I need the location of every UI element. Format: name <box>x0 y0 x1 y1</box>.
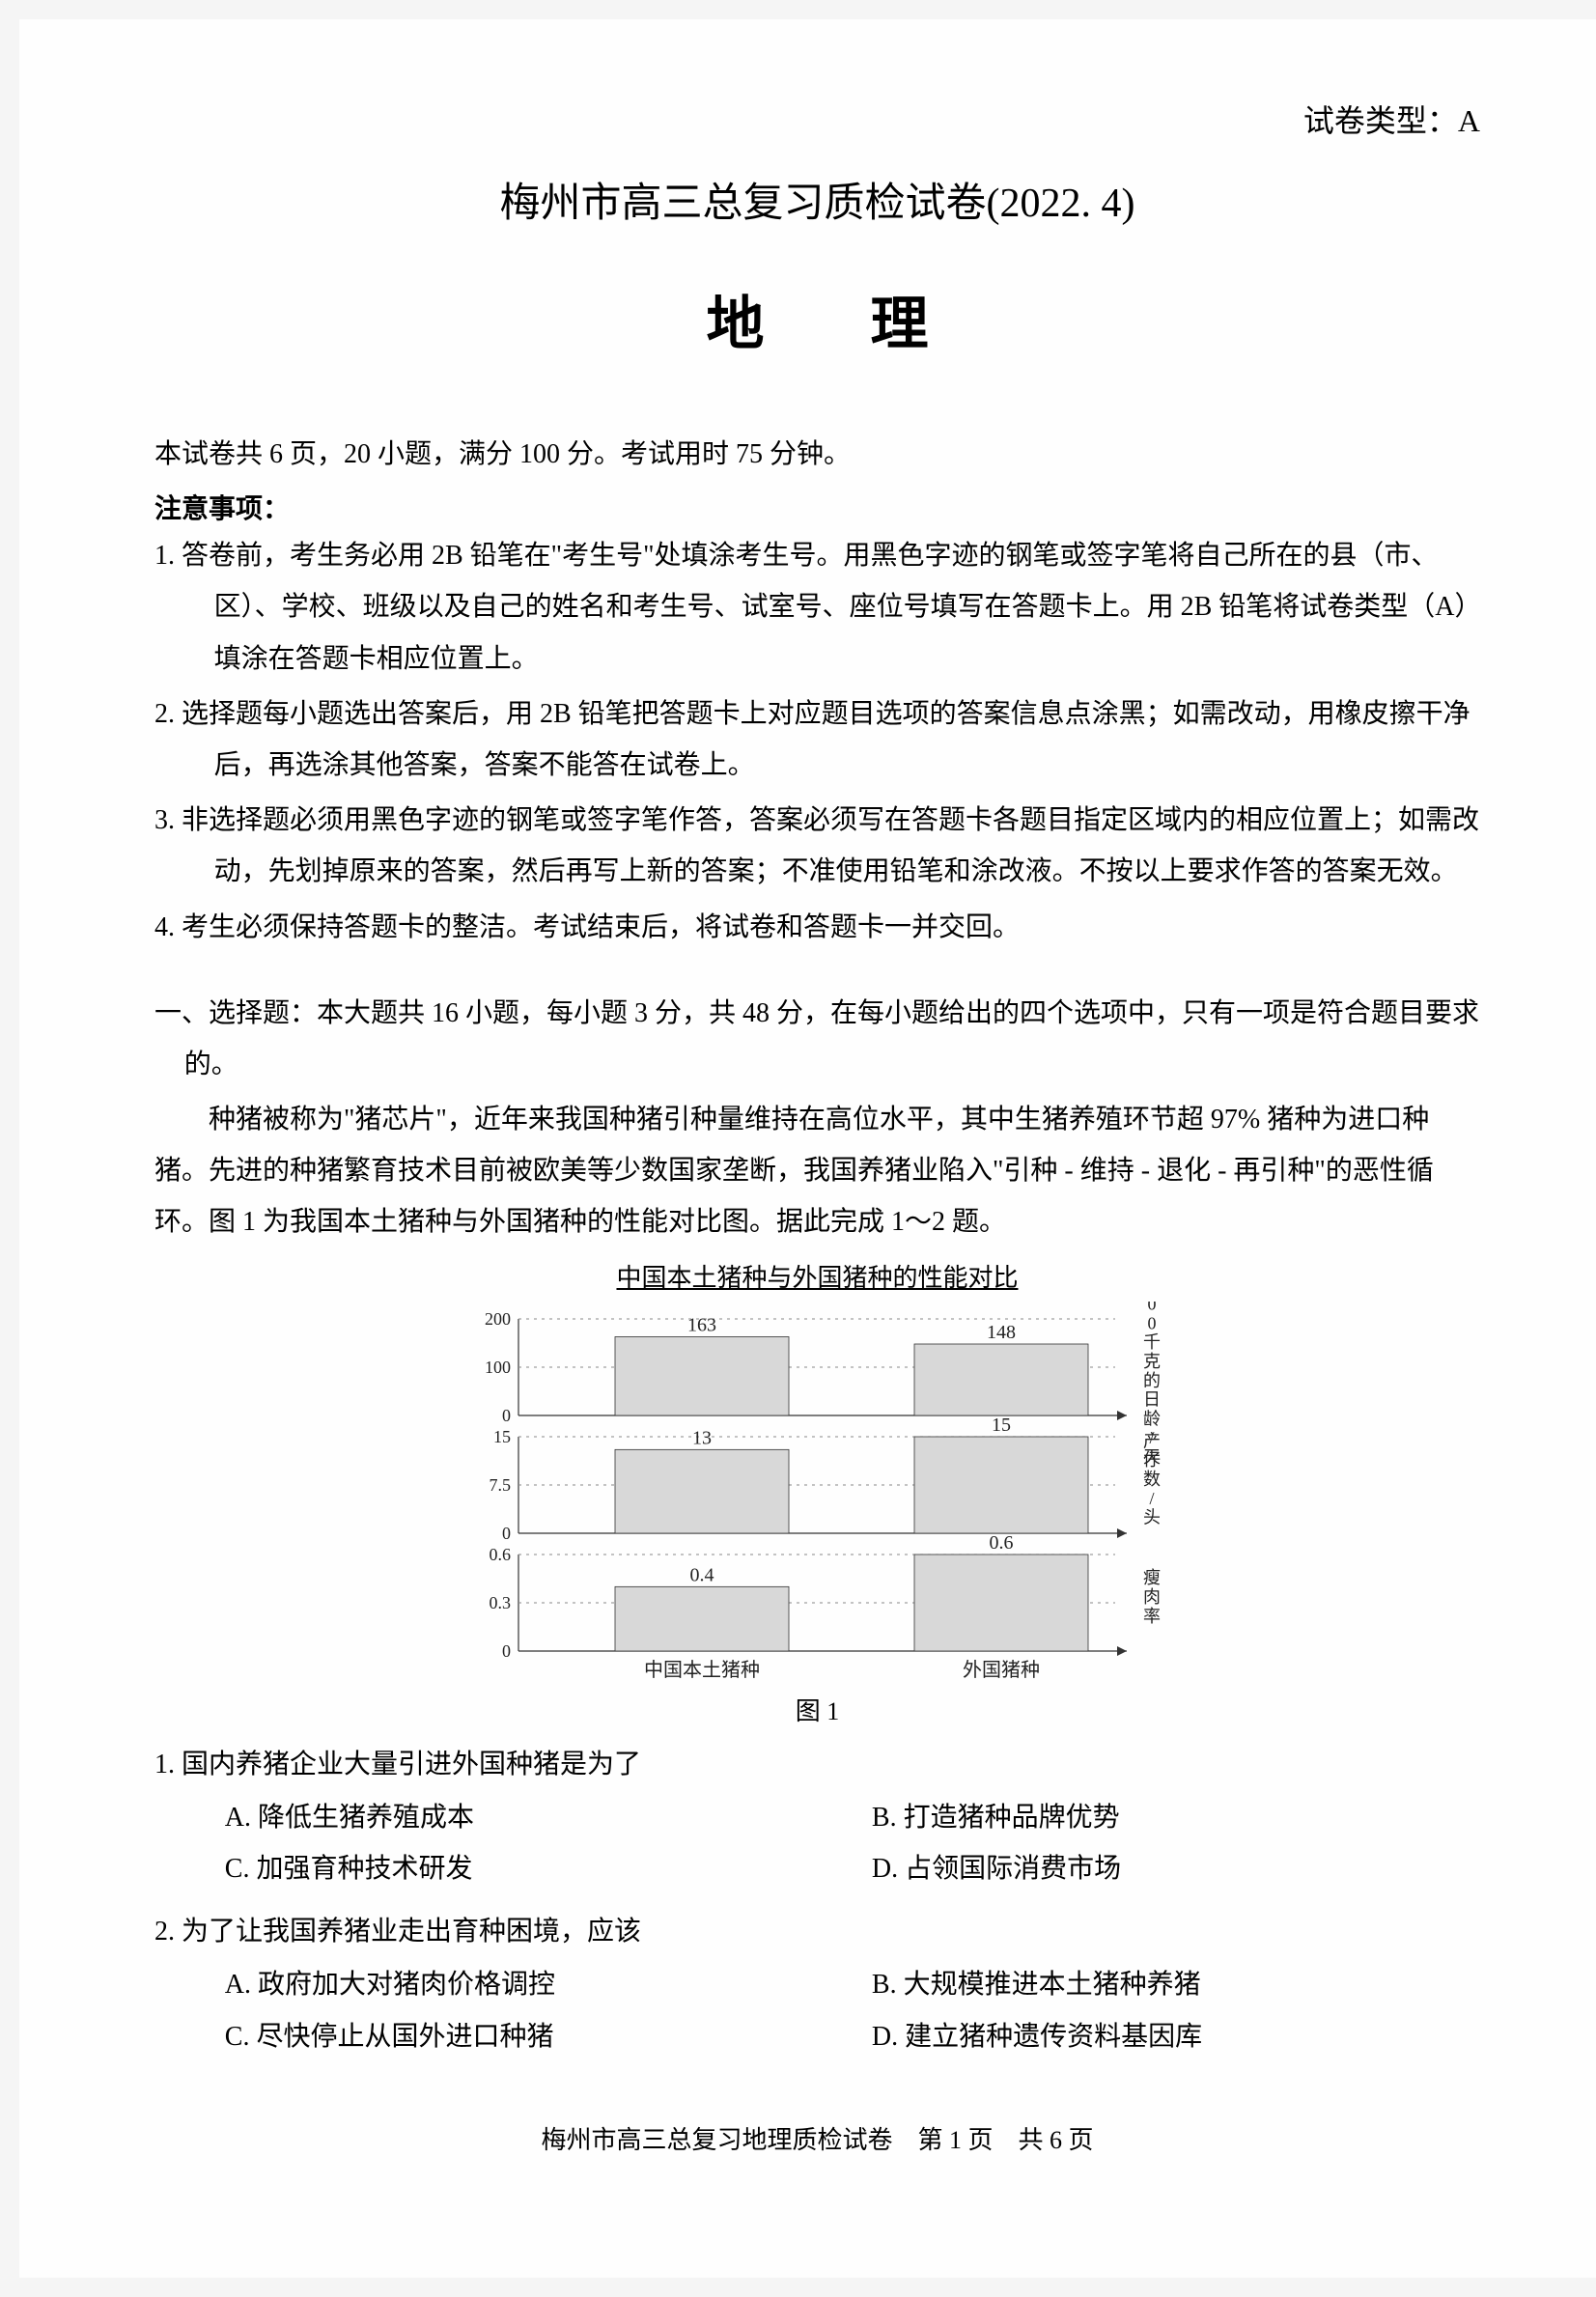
svg-text:0.6: 0.6 <box>489 1545 511 1564</box>
exam-page: 试卷类型：A 梅州市高三总复习质检试卷(2022. 4) 地理 本试卷共 6 页… <box>19 19 1596 2278</box>
page-title: 梅州市高三总复习质检试卷(2022. 4) <box>154 170 1480 229</box>
exam-intro: 本试卷共 6 页，20 小题，满分 100 分。考试用时 75 分钟。 <box>154 429 1480 480</box>
svg-text:0: 0 <box>502 1406 511 1425</box>
svg-text:0: 0 <box>502 1641 511 1661</box>
option: B. 大规模推进本土猪种养猪 <box>872 1959 1480 2010</box>
option: C. 加强育种技术研发 <box>225 1843 833 1894</box>
question-options: A. 降低生猪养殖成本 B. 打造猪种品牌优势 C. 加强育种技术研发 D. 占… <box>154 1792 1480 1894</box>
option: D. 占领国际消费市场 <box>872 1843 1480 1894</box>
passage-text: 种猪被称为"猪芯片"，近年来我国种猪引种量维持在高位水平，其中生猪养殖环节超 9… <box>154 1094 1480 1248</box>
svg-text:13: 13 <box>692 1427 712 1448</box>
question-stem: 2. 为了让我国养猪业走出育种困境，应该 <box>154 1906 1480 1957</box>
svg-text:中国本土猪种: 中国本土猪种 <box>644 1659 760 1681</box>
option: B. 打造猪种品牌优势 <box>872 1792 1480 1843</box>
svg-text:瘦: 瘦 <box>1143 1568 1161 1587</box>
svg-text:148: 148 <box>987 1322 1016 1343</box>
notice-item: 3. 非选择题必须用黑色字迹的钢笔或签字笔作答，答案必须写在答题卡各题目指定区域… <box>154 795 1480 897</box>
notice-item: 4. 考生必须保持答题卡的整洁。考试结束后，将试卷和答题卡一并交回。 <box>154 902 1480 953</box>
chart-container: 中国本土猪种与外国猪种的性能对比 0100200163148达100千克的日龄/… <box>451 1258 1185 1727</box>
svg-text:0.4: 0.4 <box>689 1564 714 1585</box>
svg-text:/: / <box>1149 1488 1154 1507</box>
page-footer: 梅州市高三总复习地理质检试卷 第 1 页 共 6 页 <box>154 2120 1480 2156</box>
svg-text:15: 15 <box>992 1415 1011 1436</box>
svg-text:克: 克 <box>1143 1352 1161 1371</box>
notice-item: 2. 选择题每小题选出答案后，用 2B 铅笔把答题卡上对应题目选项的答案信息点涂… <box>154 688 1480 791</box>
notice-item: 1. 答卷前，考生务必用 2B 铅笔在"考生号"处填涂考生号。用黑色字迹的钢笔或… <box>154 530 1480 685</box>
option: C. 尽快停止从国外进口种猪 <box>225 2011 833 2062</box>
svg-text:外国猪种: 外国猪种 <box>963 1659 1040 1681</box>
section-title: 一、选择题：本大题共 16 小题，每小题 3 分，共 48 分，在每小题给出的四… <box>154 988 1480 1090</box>
subject-heading: 地理 <box>154 277 1480 361</box>
svg-text:7.5: 7.5 <box>489 1475 511 1495</box>
question-1: 1. 国内养猪企业大量引进外国种猪是为了 A. 降低生猪养殖成本 B. 打造猪种… <box>154 1739 1480 1895</box>
svg-text:日: 日 <box>1143 1389 1161 1409</box>
svg-text:肉: 肉 <box>1143 1587 1161 1607</box>
notice-title: 注意事项： <box>154 488 1480 526</box>
svg-text:163: 163 <box>687 1314 716 1335</box>
chart-title: 中国本土猪种与外国猪种的性能对比 <box>451 1258 1185 1294</box>
svg-text:0: 0 <box>1147 1302 1156 1314</box>
svg-text:0.6: 0.6 <box>989 1532 1013 1554</box>
svg-text:数: 数 <box>1143 1470 1161 1489</box>
option: A. 降低生猪养殖成本 <box>225 1792 833 1843</box>
chart-svg: 0100200163148达100千克的日龄/天07.5151315产仔数/头0… <box>451 1302 1185 1688</box>
svg-text:率: 率 <box>1143 1606 1161 1625</box>
svg-text:千: 千 <box>1143 1332 1161 1352</box>
svg-text:0: 0 <box>1147 1313 1156 1332</box>
svg-text:头: 头 <box>1143 1507 1161 1527</box>
option: A. 政府加大对猪肉价格调控 <box>225 1959 833 2010</box>
paper-type: 试卷类型：A <box>154 97 1480 141</box>
svg-text:200: 200 <box>485 1309 511 1329</box>
svg-text:15: 15 <box>493 1427 511 1446</box>
performance-chart: 0100200163148达100千克的日龄/天07.5151315产仔数/头0… <box>451 1302 1185 1688</box>
question-2: 2. 为了让我国养猪业走出育种困境，应该 A. 政府加大对猪肉价格调控 B. 大… <box>154 1906 1480 2062</box>
question-options: A. 政府加大对猪肉价格调控 B. 大规模推进本土猪种养猪 C. 尽快停止从国外… <box>154 1959 1480 2061</box>
svg-text:的: 的 <box>1143 1370 1161 1389</box>
option: D. 建立猪种遗传资料基因库 <box>872 2011 1480 2062</box>
svg-text:0.3: 0.3 <box>489 1593 511 1612</box>
question-stem: 1. 国内养猪企业大量引进外国种猪是为了 <box>154 1739 1480 1790</box>
svg-text:100: 100 <box>485 1358 511 1377</box>
notice-list: 1. 答卷前，考生务必用 2B 铅笔在"考生号"处填涂考生号。用黑色字迹的钢笔或… <box>154 530 1480 953</box>
figure-label: 图 1 <box>451 1692 1185 1727</box>
svg-text:仔: 仔 <box>1143 1450 1161 1470</box>
svg-text:龄: 龄 <box>1143 1409 1161 1428</box>
svg-text:产: 产 <box>1143 1431 1161 1450</box>
svg-text:0: 0 <box>502 1524 511 1543</box>
